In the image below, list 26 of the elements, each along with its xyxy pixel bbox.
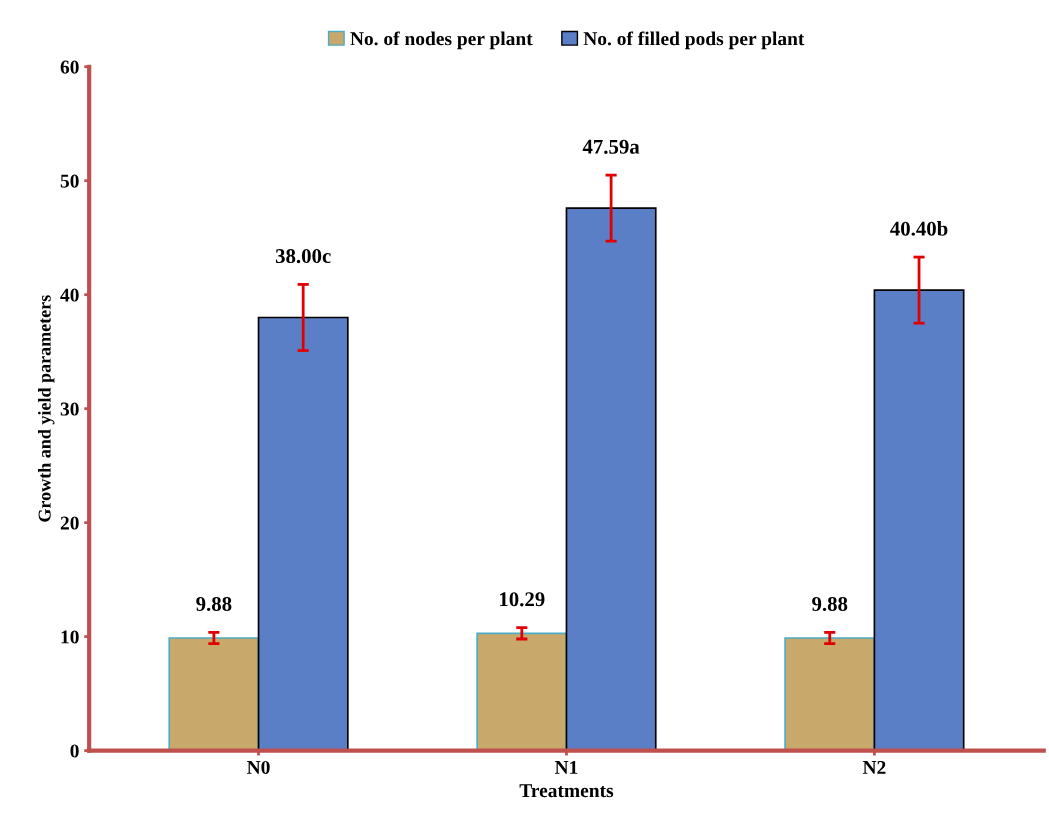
- y-tick-label: 60: [60, 60, 79, 74]
- data-label: 10.29: [500, 592, 545, 607]
- y-tick-label: 30: [60, 402, 79, 416]
- y-tick-label: 10: [61, 630, 79, 644]
- bar: [784, 637, 876, 751]
- y-tick-label: 20: [60, 516, 79, 530]
- bar: [168, 637, 260, 751]
- bar: [257, 316, 349, 751]
- legend-label: No. of filled pods per plant: [583, 31, 805, 50]
- bar: [476, 632, 568, 751]
- x-tick-label: N2: [862, 760, 886, 774]
- x-tick-label: N0: [247, 760, 270, 775]
- data-label: 40.40b: [890, 221, 948, 236]
- y-tick-label: 0: [70, 744, 79, 758]
- x-axis-title: Treatments: [519, 784, 614, 798]
- data-label: 47.59a: [582, 139, 640, 154]
- y-tick-label: 40: [60, 288, 79, 302]
- y-axis-title: Growth and yield parameters: [38, 295, 55, 522]
- bar: [565, 207, 657, 751]
- data-label: 9.88: [812, 596, 848, 612]
- data-label: 9.88: [196, 596, 232, 612]
- x-tick-label: N1: [554, 760, 578, 774]
- bar: [873, 289, 965, 751]
- y-tick-label: 50: [60, 174, 79, 188]
- data-label: 38.00c: [275, 249, 331, 264]
- legend-label: No. of nodes per plant: [350, 31, 533, 50]
